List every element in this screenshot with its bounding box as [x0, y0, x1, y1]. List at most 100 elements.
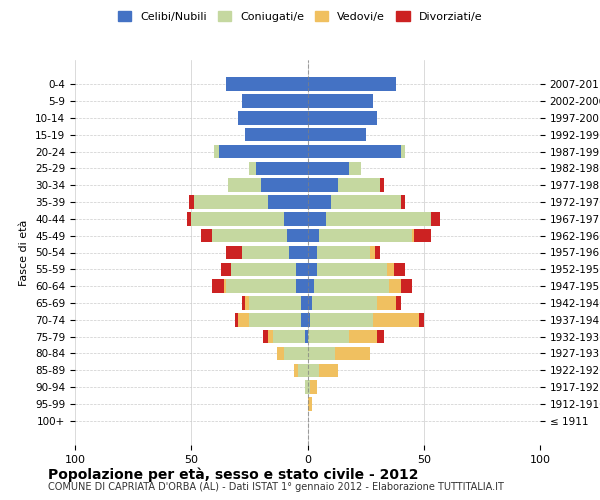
Bar	[256, 162, 308, 175]
Bar	[308, 380, 310, 394]
Bar	[242, 296, 245, 310]
Bar	[308, 78, 396, 91]
Bar	[268, 330, 272, 344]
Bar	[308, 280, 314, 293]
Bar	[189, 196, 194, 209]
Bar	[212, 229, 287, 242]
Bar	[305, 330, 308, 344]
Bar	[308, 364, 319, 377]
Bar	[308, 397, 312, 410]
Legend: Celibi/Nubili, Coniugati/e, Vedovi/e, Divorziati/e: Celibi/Nubili, Coniugati/e, Vedovi/e, Di…	[112, 6, 488, 28]
Bar	[242, 246, 289, 259]
Bar	[268, 196, 308, 209]
Bar	[308, 330, 349, 344]
Bar	[301, 296, 308, 310]
Bar	[308, 346, 335, 360]
Bar	[317, 262, 386, 276]
Bar	[308, 111, 377, 124]
Bar	[238, 313, 250, 326]
Bar	[349, 162, 361, 175]
Bar	[187, 212, 191, 226]
Bar	[326, 212, 431, 226]
Text: COMUNE DI CAPRIATA D'ORBA (AL) - Dati ISTAT 1° gennaio 2012 - Elaborazione TUTTI: COMUNE DI CAPRIATA D'ORBA (AL) - Dati IS…	[48, 482, 504, 492]
Bar	[308, 212, 326, 226]
Bar	[226, 280, 296, 293]
Bar	[221, 262, 231, 276]
Bar	[310, 380, 317, 394]
Bar	[194, 196, 268, 209]
Bar	[415, 229, 431, 242]
Bar	[308, 145, 401, 158]
Bar	[219, 145, 308, 158]
Bar	[389, 280, 401, 293]
Bar	[308, 262, 317, 276]
Bar	[380, 178, 384, 192]
Bar	[238, 111, 308, 124]
Text: Popolazione per età, sesso e stato civile - 2012: Popolazione per età, sesso e stato civil…	[48, 468, 419, 482]
Bar	[312, 296, 377, 310]
Bar	[331, 196, 401, 209]
Bar	[394, 262, 405, 276]
Bar	[375, 246, 380, 259]
Bar	[319, 229, 412, 242]
Bar	[335, 346, 370, 360]
Bar	[245, 296, 250, 310]
Bar	[224, 280, 226, 293]
Bar	[212, 280, 224, 293]
Bar	[396, 296, 401, 310]
Bar	[373, 313, 419, 326]
Bar	[308, 94, 373, 108]
Bar	[242, 94, 308, 108]
Bar	[308, 178, 338, 192]
Bar	[377, 296, 396, 310]
Bar	[377, 330, 384, 344]
Bar	[298, 364, 308, 377]
Bar	[229, 178, 261, 192]
Bar	[284, 212, 308, 226]
Bar	[310, 313, 373, 326]
Bar	[191, 212, 284, 226]
Bar	[308, 196, 331, 209]
Bar	[305, 380, 308, 394]
Bar	[419, 313, 424, 326]
Bar	[235, 313, 238, 326]
Bar	[308, 229, 319, 242]
Bar	[412, 229, 415, 242]
Bar	[317, 246, 370, 259]
Bar	[287, 229, 308, 242]
Bar	[386, 262, 394, 276]
Bar	[245, 128, 308, 141]
Y-axis label: Fasce di età: Fasce di età	[19, 220, 29, 286]
Bar	[370, 246, 375, 259]
Bar	[314, 280, 389, 293]
Bar	[308, 128, 365, 141]
Bar	[263, 330, 268, 344]
Bar	[226, 78, 308, 91]
Bar	[319, 364, 338, 377]
Bar	[293, 364, 298, 377]
Bar	[272, 330, 305, 344]
Bar	[296, 280, 308, 293]
Bar	[231, 262, 296, 276]
Bar	[301, 313, 308, 326]
Bar	[349, 330, 377, 344]
Bar	[261, 178, 308, 192]
Bar	[226, 246, 242, 259]
Bar	[200, 229, 212, 242]
Bar	[401, 145, 405, 158]
Bar	[308, 296, 312, 310]
Bar	[215, 145, 219, 158]
Bar	[401, 280, 412, 293]
Bar	[308, 162, 349, 175]
Bar	[431, 212, 440, 226]
Bar	[284, 346, 308, 360]
Bar	[289, 246, 308, 259]
Bar	[277, 346, 284, 360]
Bar	[250, 313, 301, 326]
Bar	[338, 178, 380, 192]
Bar	[296, 262, 308, 276]
Bar	[308, 246, 317, 259]
Bar	[308, 313, 310, 326]
Bar	[250, 162, 256, 175]
Bar	[250, 296, 301, 310]
